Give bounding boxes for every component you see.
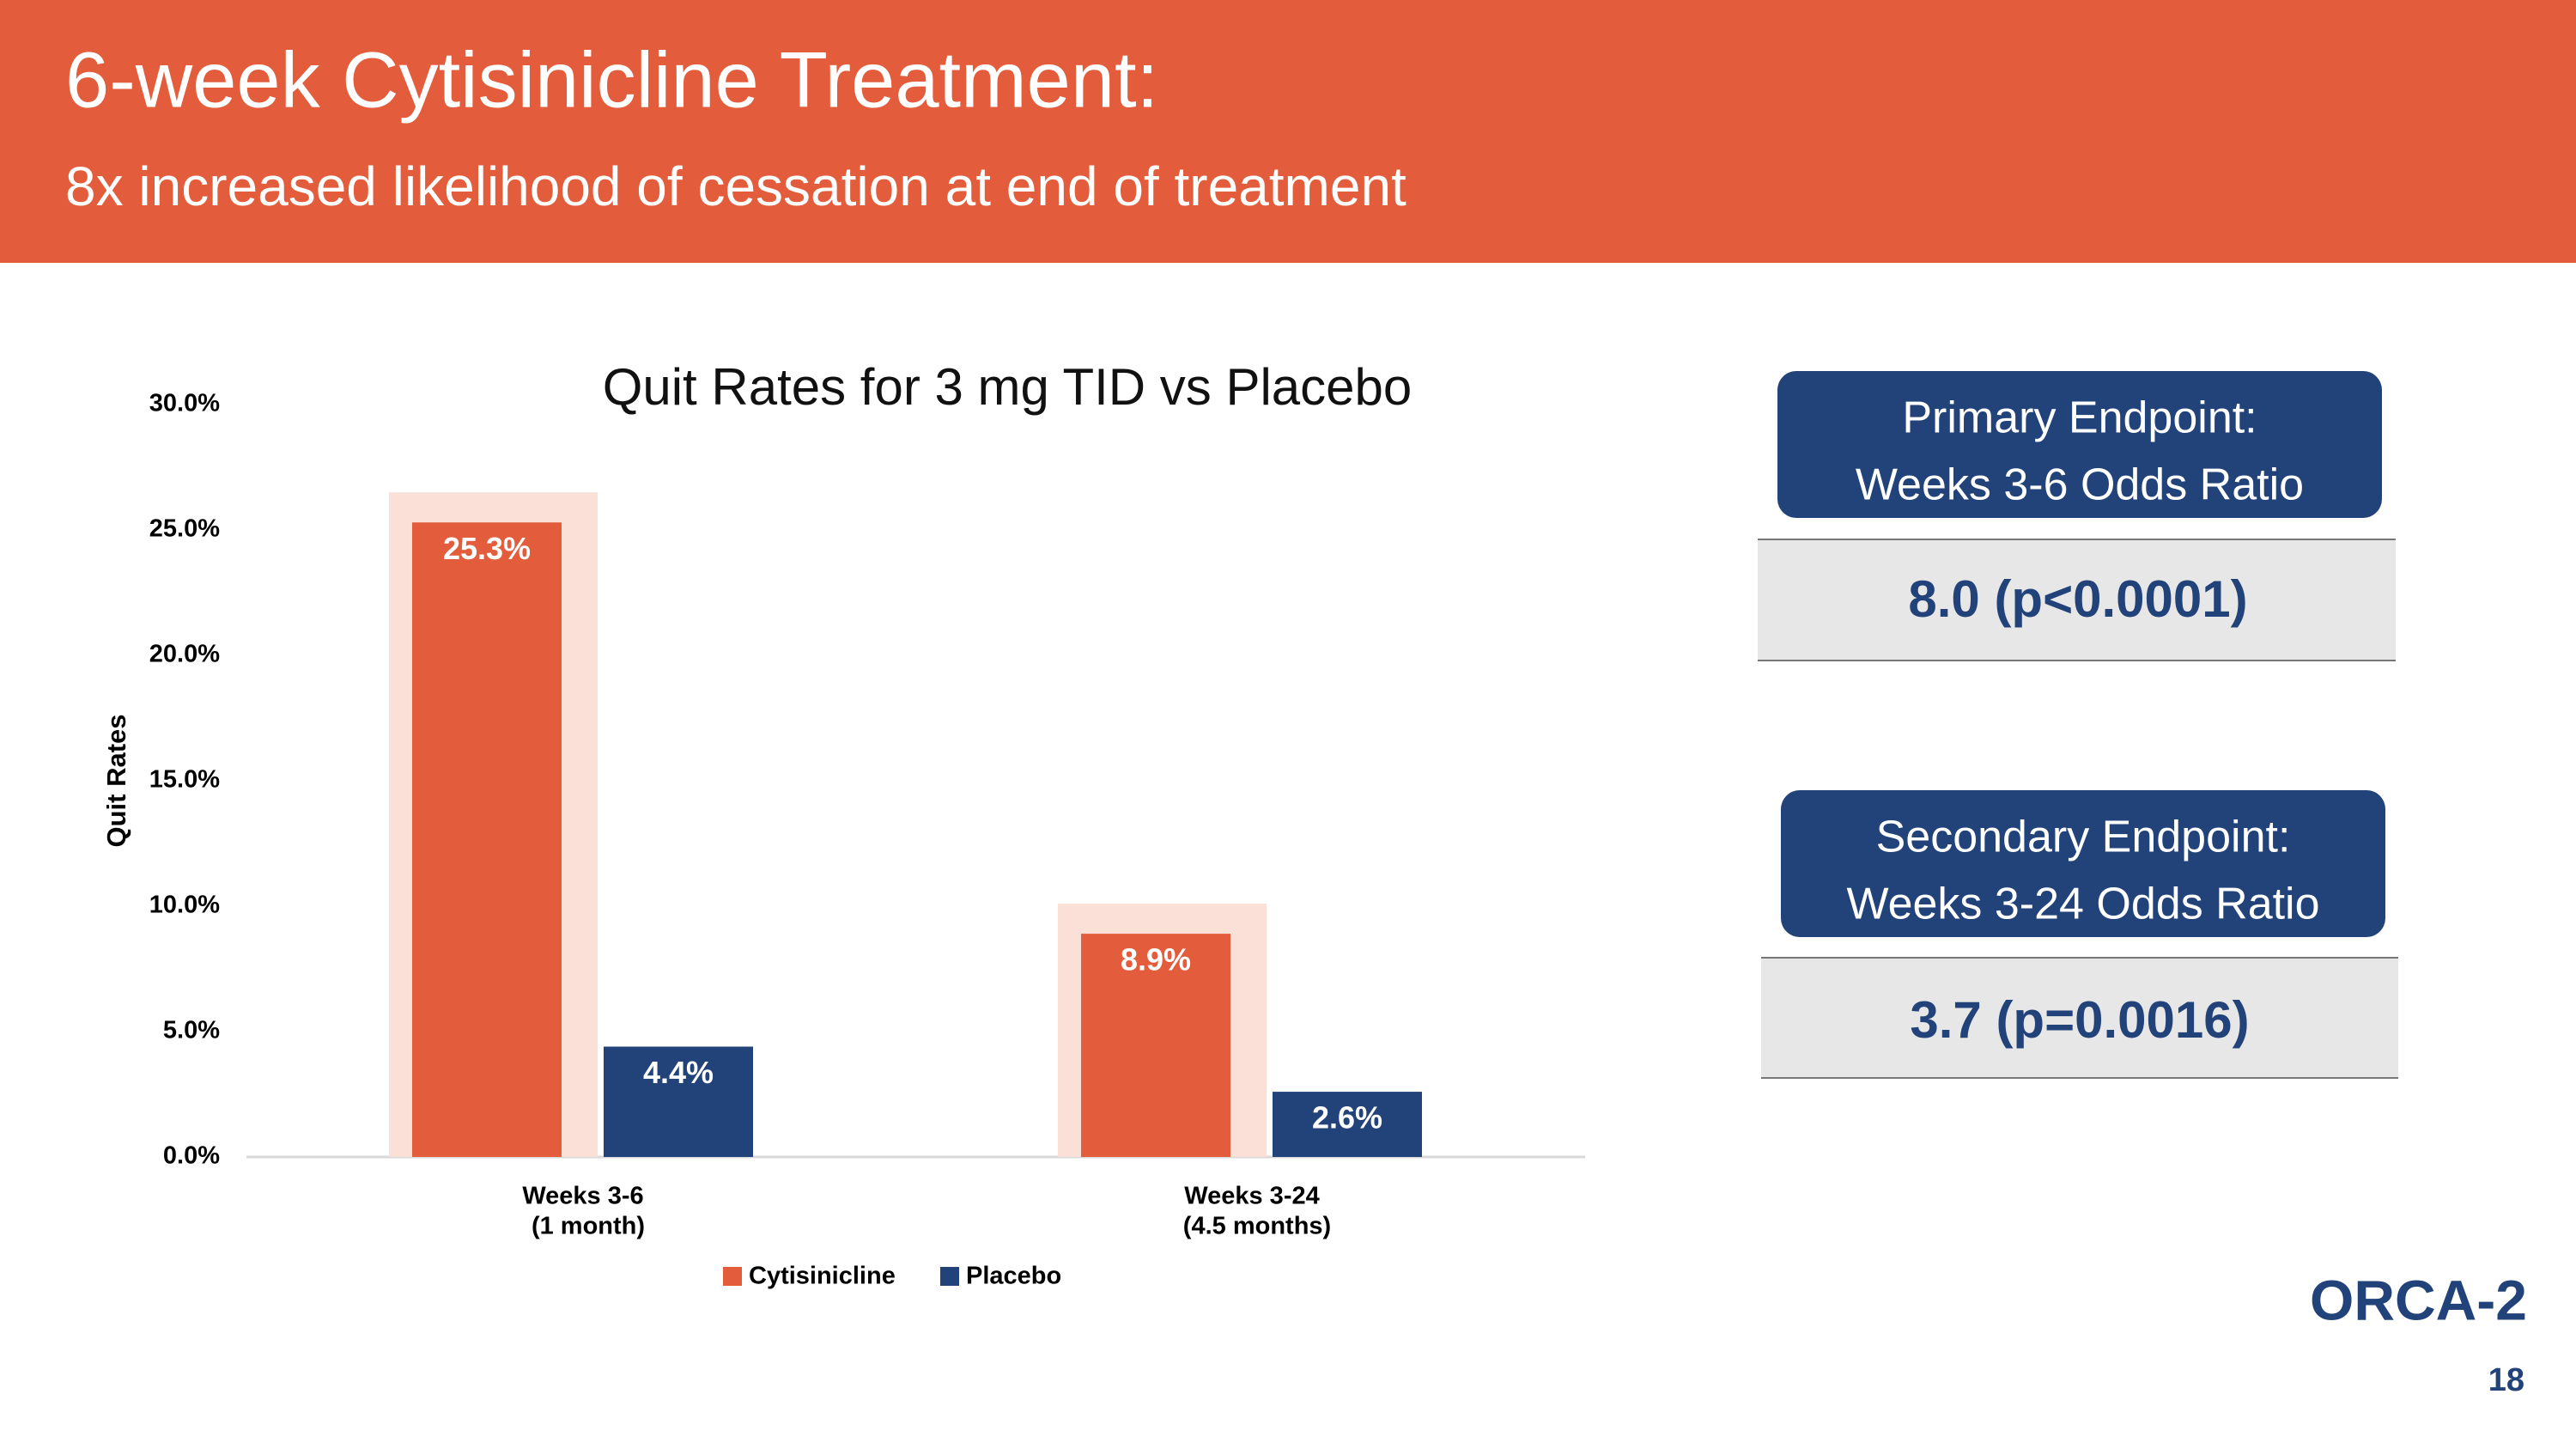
endpoint-value-row bbox=[1761, 958, 2398, 1078]
page-number: 18 bbox=[2488, 1362, 2524, 1398]
chart-title: Quit Rates for 3 mg TID vs Placebo bbox=[603, 358, 1413, 416]
endpoint-value: 3.7 (p=0.0016) bbox=[1910, 991, 2249, 1049]
x-tick-note: (4.5 months) bbox=[1183, 1213, 1331, 1240]
y-tick-label: 10.0% bbox=[149, 892, 220, 919]
endpoint-title: Primary Endpoint: bbox=[1902, 393, 2257, 443]
endpoint-box bbox=[1781, 790, 2385, 937]
endpoint-value: 8.0 (p<0.0001) bbox=[1908, 570, 2247, 628]
header-band bbox=[0, 0, 2576, 263]
bar bbox=[412, 522, 562, 1157]
x-tick-label: Weeks 3-24 bbox=[1184, 1183, 1319, 1210]
y-tick-label: 30.0% bbox=[149, 390, 220, 417]
bar bbox=[1273, 1092, 1422, 1157]
endpoint-box bbox=[1777, 371, 2382, 518]
data-label: 8.9% bbox=[1121, 942, 1191, 977]
x-tick-label: Weeks 3-6 bbox=[522, 1183, 643, 1210]
endpoint-title: Weeks 3-6 Odds Ratio bbox=[1856, 460, 2304, 510]
legend-swatch bbox=[940, 1267, 959, 1286]
y-tick-label: 25.0% bbox=[149, 515, 220, 543]
slide-subtitle: 8x increased likelihood of cessation at … bbox=[65, 155, 1406, 217]
endpoint-value-row bbox=[1758, 539, 2396, 661]
slide-title: 6-week Cytisinicline Treatment: bbox=[65, 36, 1158, 124]
y-tick-label: 5.0% bbox=[163, 1017, 220, 1044]
legend-label: Placebo bbox=[966, 1263, 1061, 1290]
y-tick-label: 20.0% bbox=[149, 641, 220, 668]
y-tick-label: 0.0% bbox=[163, 1142, 220, 1170]
legend-label: Cytisinicline bbox=[749, 1263, 896, 1290]
endpoint-title: Weeks 3-24 Odds Ratio bbox=[1846, 880, 2319, 929]
x-tick-note: (1 month) bbox=[532, 1213, 645, 1240]
legend-swatch bbox=[723, 1267, 742, 1286]
bar bbox=[1081, 934, 1230, 1157]
bar bbox=[604, 1046, 753, 1157]
data-label: 2.6% bbox=[1312, 1100, 1382, 1135]
data-label: 25.3% bbox=[443, 531, 531, 566]
data-label: 4.4% bbox=[643, 1055, 714, 1090]
y-axis-label: Quit Rates bbox=[101, 714, 131, 847]
endpoint-title: Secondary Endpoint: bbox=[1876, 813, 2291, 862]
logo: ORCA-2 bbox=[2310, 1268, 2527, 1331]
y-tick-label: 15.0% bbox=[149, 766, 220, 794]
